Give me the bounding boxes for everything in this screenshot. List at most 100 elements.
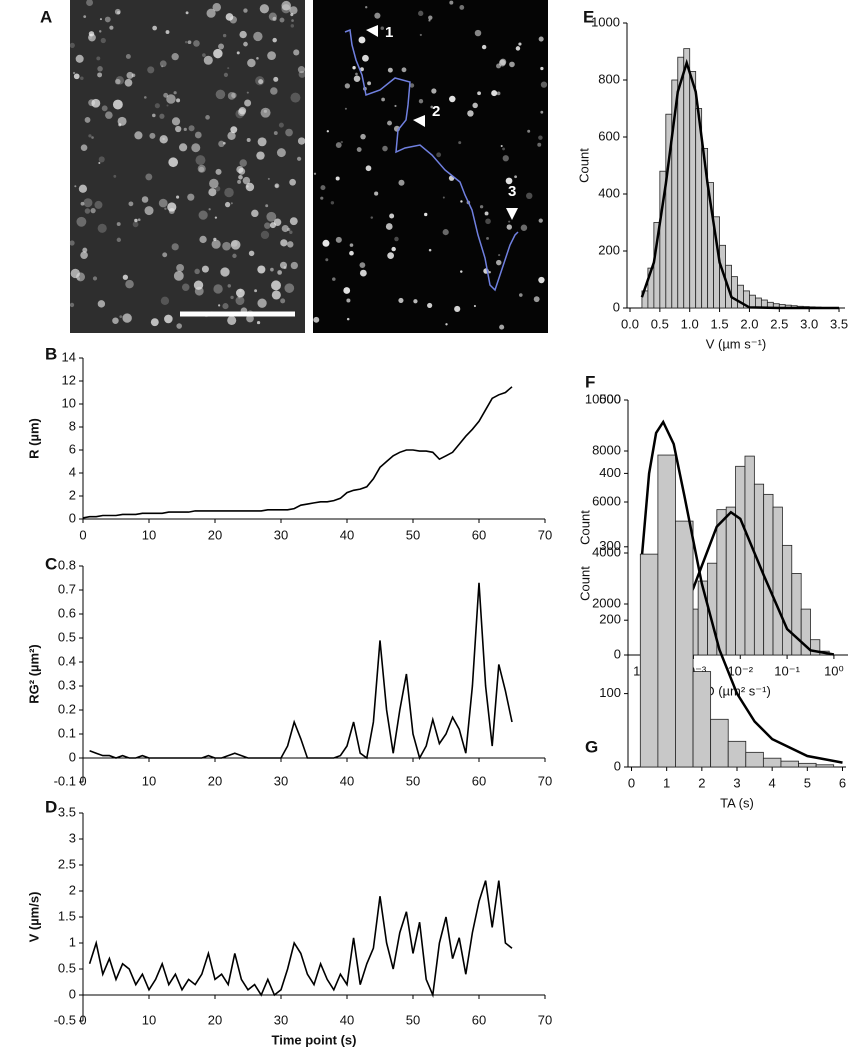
x-tick-label: 2.0 <box>740 316 758 331</box>
speck <box>279 261 288 269</box>
y-tick-label: 1 <box>69 934 76 949</box>
speck <box>91 136 94 139</box>
speck <box>104 16 111 23</box>
speck <box>125 53 131 59</box>
speck <box>164 207 167 210</box>
speck <box>214 185 221 192</box>
speck <box>238 107 247 115</box>
spot <box>500 145 503 148</box>
spot <box>538 276 545 284</box>
spot <box>472 102 478 109</box>
x-tick-label: 3.0 <box>800 316 818 331</box>
panel-label: D <box>45 797 57 816</box>
speck <box>159 135 168 144</box>
spot <box>538 218 543 223</box>
spot <box>359 269 367 277</box>
speck <box>203 55 213 65</box>
speck <box>276 148 286 158</box>
speck <box>122 274 129 280</box>
bar <box>725 506 736 656</box>
speck <box>80 144 88 151</box>
arrowhead <box>413 115 425 127</box>
spot <box>330 201 335 205</box>
y-axis-label: Count <box>576 148 591 183</box>
speck <box>195 155 206 166</box>
spot <box>442 229 449 236</box>
x-tick-label: 10 <box>142 1012 156 1027</box>
speck <box>176 98 181 103</box>
speck <box>243 41 248 47</box>
bar <box>731 276 738 309</box>
speck <box>290 13 294 17</box>
spot <box>515 46 521 51</box>
spot <box>398 179 405 186</box>
speck <box>184 40 188 44</box>
spot <box>381 97 385 102</box>
x-tick-label: 30 <box>274 773 288 788</box>
speck <box>259 4 270 14</box>
spot <box>313 172 317 175</box>
bar <box>762 757 782 768</box>
speck <box>126 71 134 79</box>
spot <box>418 99 424 104</box>
bar <box>639 553 659 768</box>
x-tick-label: 0.5 <box>651 316 669 331</box>
spot <box>486 236 489 240</box>
y-tick-label: 300 <box>599 538 621 553</box>
x-tick-label: 70 <box>538 773 552 788</box>
speck <box>84 117 91 123</box>
speck <box>91 98 101 108</box>
speck <box>227 284 231 288</box>
speck <box>76 272 86 282</box>
x-axis-label: V (µm s⁻¹) <box>706 336 767 351</box>
spot <box>537 142 542 147</box>
speck <box>119 315 123 319</box>
speck <box>82 247 88 253</box>
speck <box>194 131 202 139</box>
speck <box>222 303 229 310</box>
speck <box>230 240 241 250</box>
speck <box>80 251 88 259</box>
x-tick-label: 70 <box>538 527 552 542</box>
micrograph-left <box>70 0 305 333</box>
y-tick-label: 12 <box>62 372 76 387</box>
speck <box>256 320 261 325</box>
spot <box>344 107 347 110</box>
speck <box>273 131 278 135</box>
speck <box>264 222 271 229</box>
speck <box>160 296 170 305</box>
speck <box>92 276 98 281</box>
speck <box>74 185 77 188</box>
speck <box>256 57 259 60</box>
speck <box>165 30 170 34</box>
spot <box>502 155 509 162</box>
spot <box>385 223 393 230</box>
spot <box>322 239 330 247</box>
speck <box>270 87 278 95</box>
speck <box>280 239 288 247</box>
y-tick-label: 4000 <box>592 544 621 559</box>
spot <box>488 271 491 274</box>
spot <box>374 191 379 196</box>
speck <box>158 198 168 208</box>
speck <box>242 176 251 185</box>
y-tick-label: 0 <box>613 299 620 314</box>
x-tick-label: 60 <box>472 527 486 542</box>
y-tick-label: 0.2 <box>58 701 76 716</box>
fit-curve <box>640 58 839 310</box>
y-tick-label: 0 <box>614 646 621 661</box>
spot <box>320 196 324 200</box>
speck <box>144 206 154 216</box>
speck <box>246 138 251 143</box>
spot <box>370 216 374 219</box>
y-tick-label: 2 <box>69 487 76 502</box>
speck <box>213 284 223 294</box>
spot <box>460 200 463 203</box>
speck <box>134 131 143 140</box>
x-tick-label: 3 <box>733 775 740 790</box>
spot <box>449 95 456 103</box>
speck <box>100 37 106 44</box>
speck <box>214 216 218 219</box>
y-axis-label: V (µm/s) <box>26 892 41 943</box>
